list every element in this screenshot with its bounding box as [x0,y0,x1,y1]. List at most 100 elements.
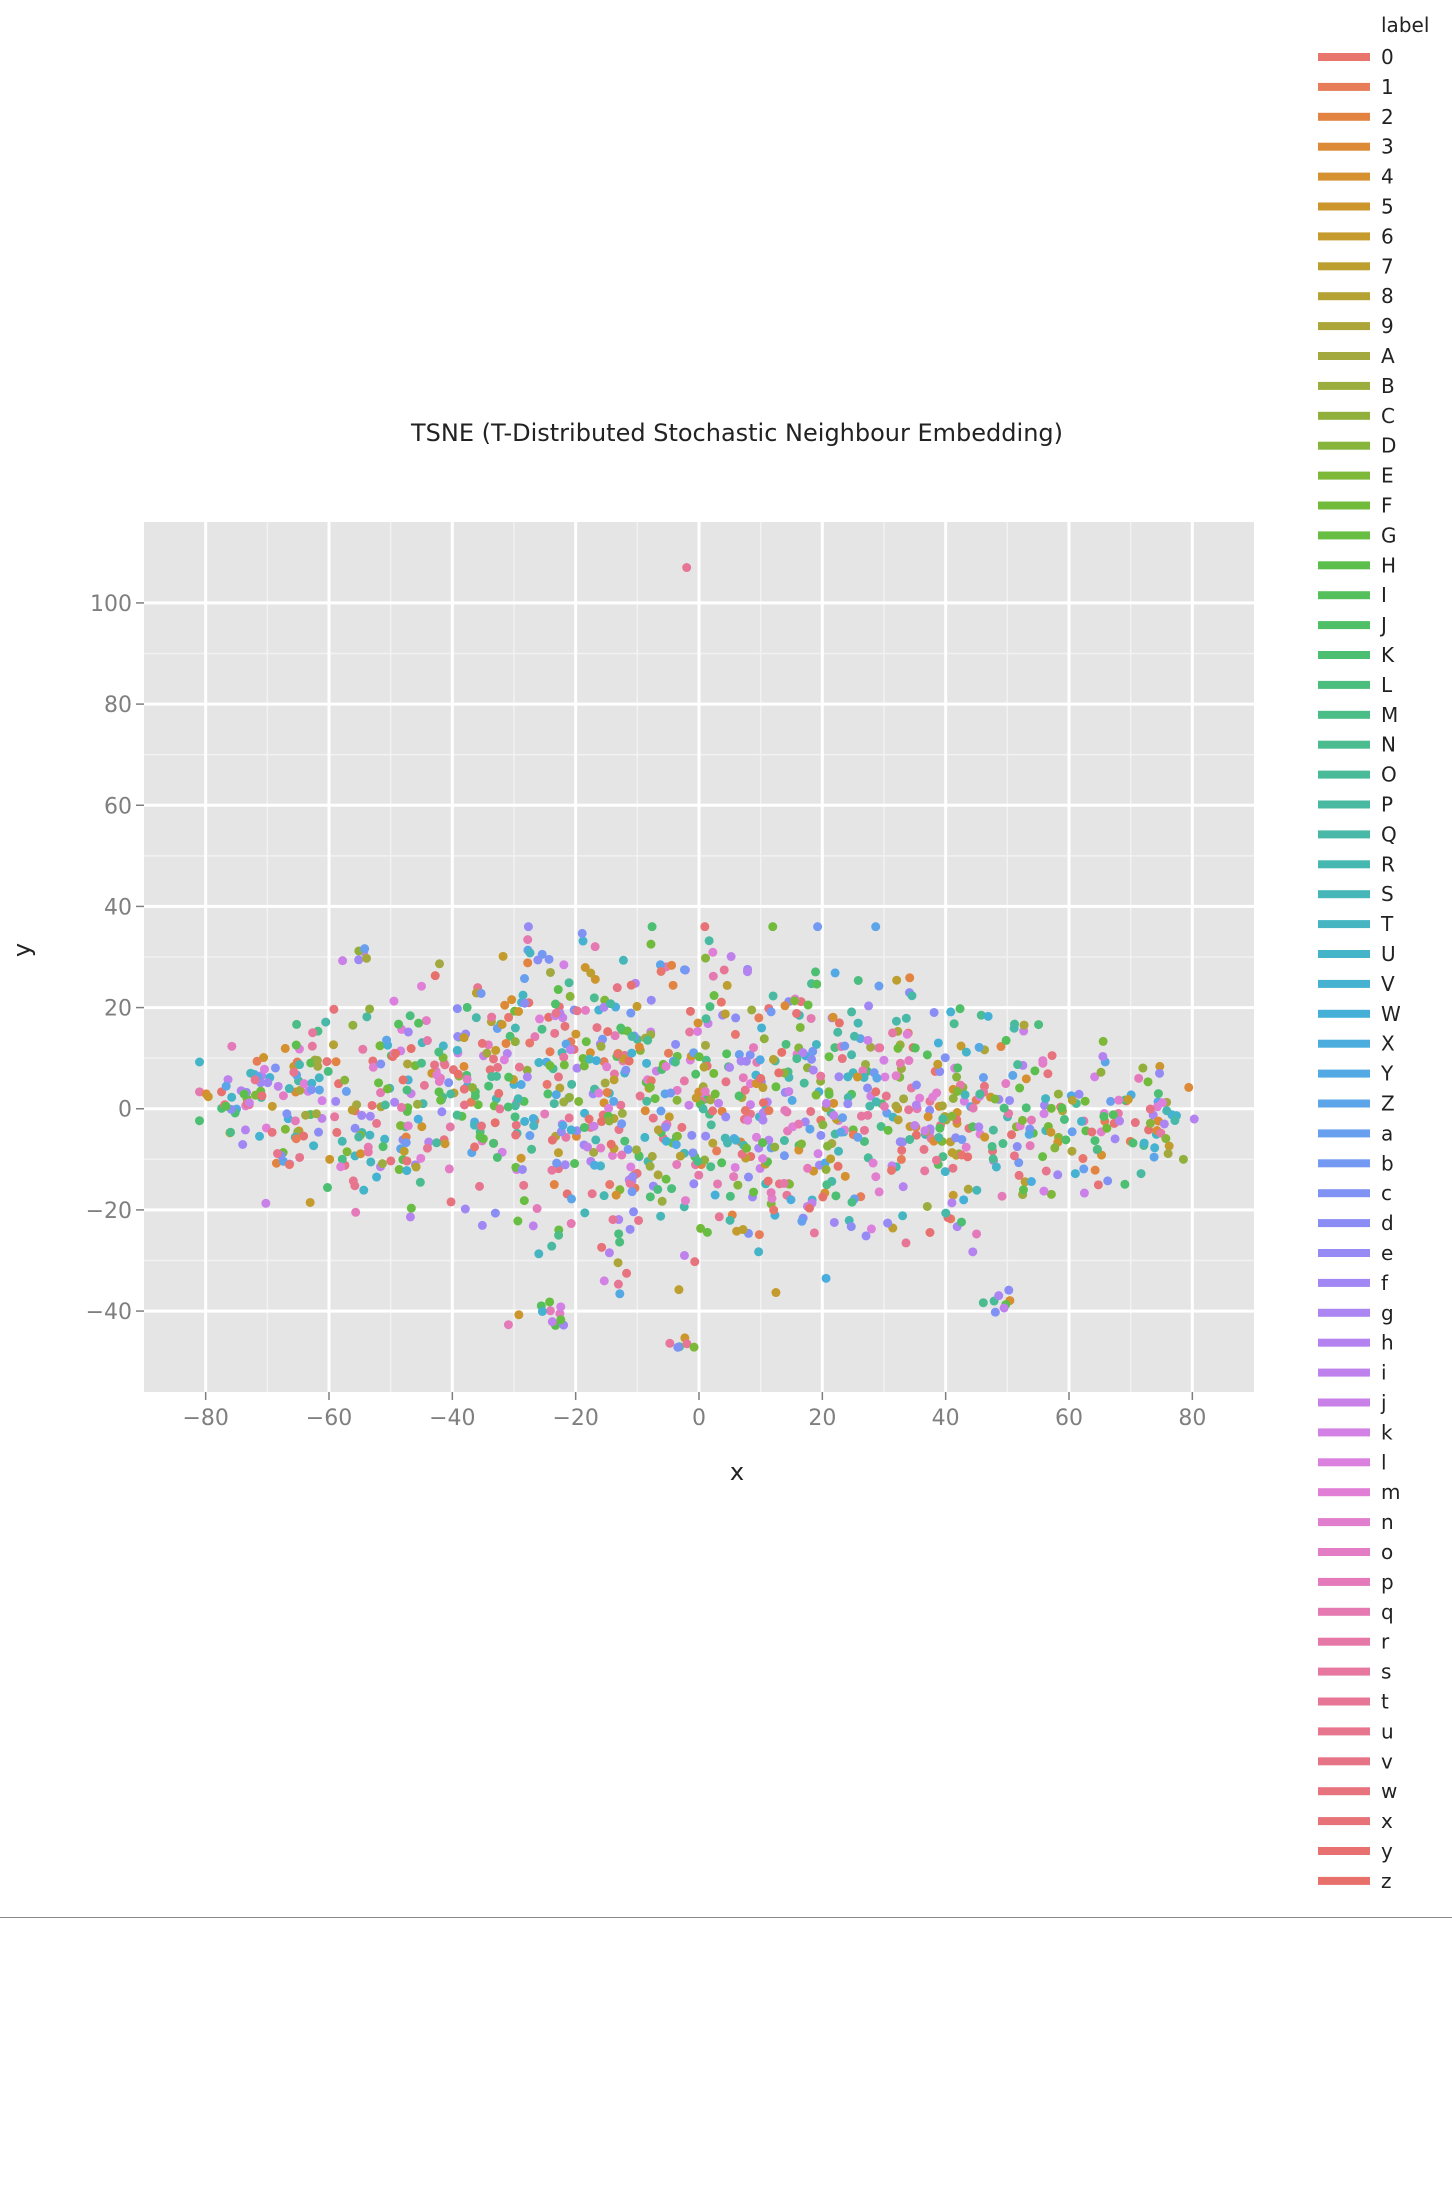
scatter-point [646,939,656,949]
scatter-point [640,1132,650,1142]
legend-label: S [1381,882,1394,906]
scatter-point [462,1002,472,1012]
scatter-point [616,1023,626,1033]
scatter-point [792,1054,802,1064]
scatter-point [365,1111,375,1121]
legend-swatch [1318,1757,1370,1766]
scatter-point [709,1068,719,1078]
scatter-point [1155,1068,1165,1078]
scatter-point [859,1072,869,1082]
scatter-point [1039,1109,1049,1119]
scatter-point [880,1072,890,1082]
scatter-point [701,1131,711,1141]
scatter-point [406,1203,416,1213]
scatter-point [564,1092,574,1102]
scatter-point [780,1001,790,1011]
legend-swatch [1318,591,1370,600]
scatter-point [758,1138,768,1148]
legend-swatch [1318,1368,1370,1377]
scatter-point [1078,1154,1088,1164]
scatter-point [523,935,533,945]
scatter-point [1164,1141,1174,1151]
scatter-point [847,1197,857,1207]
scatter-point [357,1110,367,1120]
scatter-point [547,1317,557,1327]
scatter-point [999,1303,1009,1313]
scatter-point [922,1202,932,1212]
scatter-point [689,1342,699,1352]
scatter-point [647,1151,657,1161]
scatter-point [990,1094,1000,1104]
scatter-point [606,1139,616,1149]
scatter-point [540,1109,550,1119]
scatter-point [635,1091,645,1101]
legend-label: j [1380,1391,1387,1415]
scatter-point [864,1001,874,1011]
legend-swatch [1318,1697,1370,1706]
scatter-point [1009,1151,1019,1161]
scatter-point [645,1161,655,1171]
scatter-point [488,1138,498,1148]
scatter-point [504,1012,514,1022]
scatter-point [519,1196,529,1206]
scatter-point [725,1191,735,1201]
scatter-point [580,1208,590,1218]
scatter-point [816,1130,826,1140]
scatter-point [511,1120,521,1130]
scatter-point [403,1121,413,1131]
scatter-point [625,1178,635,1188]
scatter-point [1138,1063,1148,1073]
scatter-point [518,990,528,1000]
scatter-point [758,1098,768,1108]
scatter-point [1153,1089,1163,1099]
scatter-point [487,1012,497,1022]
scatter-point [525,948,535,958]
scatter-point [863,1035,873,1045]
scatter-point [308,1028,318,1038]
scatter-point [656,966,666,976]
scatter-point [321,1017,331,1027]
scatter-point [332,1127,342,1137]
legend-label: R [1381,852,1395,876]
scatter-point [866,1224,876,1234]
scatter-point [699,1062,709,1072]
scatter-point [661,1136,671,1146]
scatter-point [599,1191,609,1201]
scatter-point [876,1122,886,1132]
legend-label: Z [1381,1092,1395,1116]
scatter-point [874,1187,884,1197]
scatter-point [892,975,902,985]
scatter-point [405,1212,415,1222]
scatter-point [617,1108,627,1118]
legend-label: I [1381,583,1387,607]
scatter-point [626,1162,636,1172]
scatter-point [559,1052,569,1062]
scatter-point [475,1181,485,1191]
scatter-point [1038,1152,1048,1162]
scatter-point [997,1191,1007,1201]
scatter-point [751,1132,761,1142]
scatter-point [646,995,656,1005]
scatter-point [708,947,718,957]
scatter-point [911,1100,921,1110]
scatter-point [1020,1177,1030,1187]
scatter-point [963,1184,973,1194]
scatter-point [1136,1169,1146,1179]
scatter-point [432,1138,442,1148]
scatter-point [615,1237,625,1247]
legend-swatch [1318,1787,1370,1796]
scatter-point [362,1012,372,1022]
scatter-point [323,1183,333,1193]
legend-label: s [1381,1660,1391,1684]
scatter-point [537,1306,547,1316]
scatter-point [348,1176,358,1186]
scatter-point [589,1121,599,1131]
legend-swatch [1318,1847,1370,1855]
legend-swatch [1318,1159,1370,1168]
legend-label: C [1381,404,1395,428]
scatter-point [653,1125,663,1135]
legend-label: P [1381,793,1393,817]
scatter-point [742,1143,752,1153]
scatter-point [378,1142,388,1152]
scatter-point [299,1079,309,1089]
